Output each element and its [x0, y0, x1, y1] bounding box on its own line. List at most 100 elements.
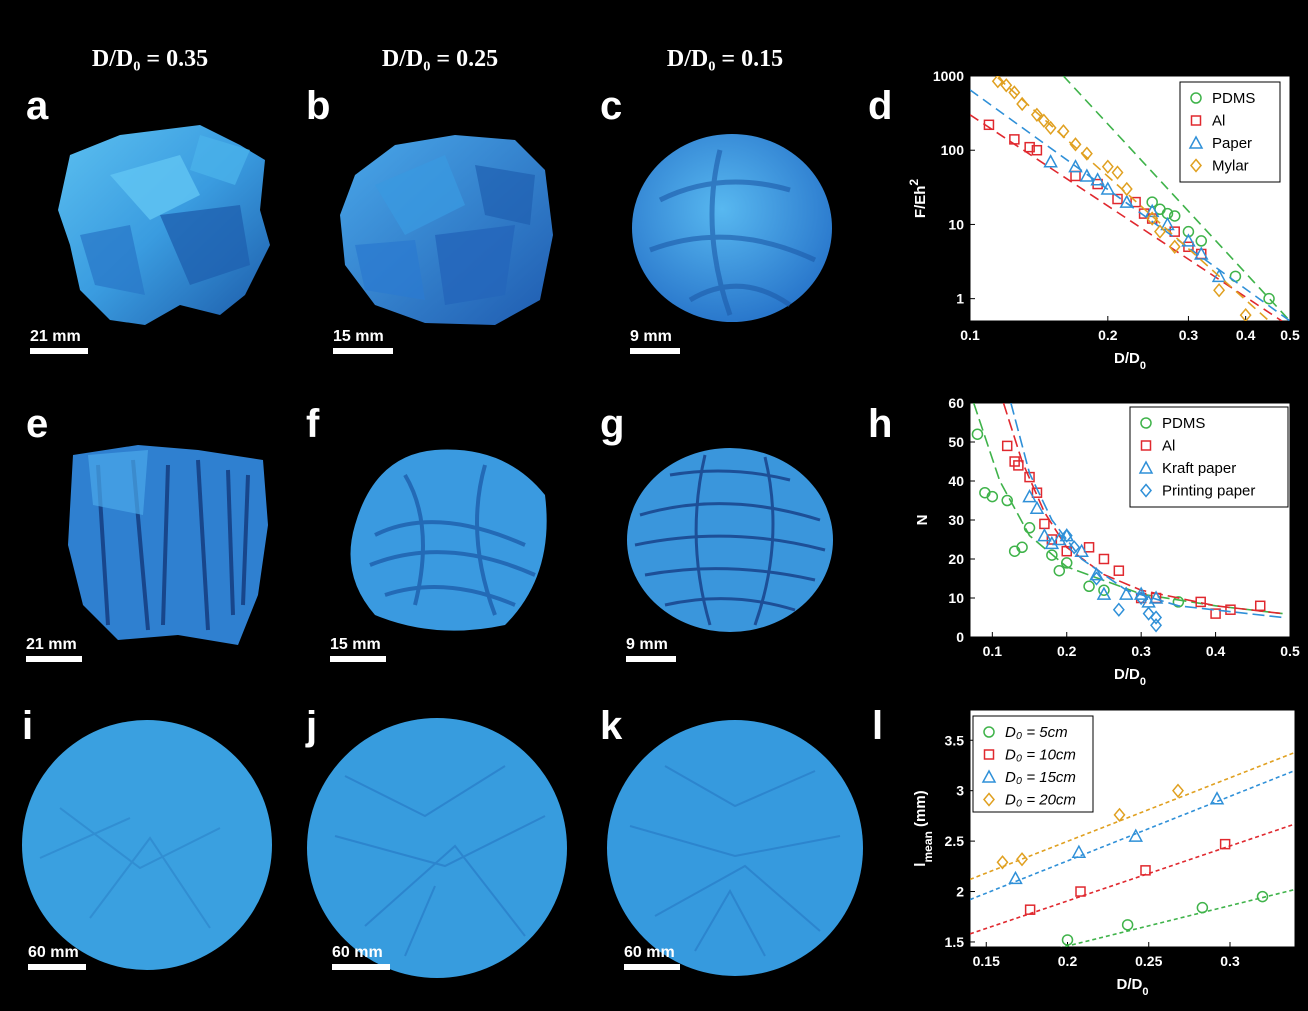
scale-bar-label: 9 mm: [630, 328, 672, 345]
data-point: [1037, 113, 1050, 128]
panel-letter-l: l: [872, 704, 884, 748]
scale-bar-f: 15 mm: [330, 636, 386, 662]
data-point: [1120, 181, 1133, 197]
data-point: [1154, 224, 1166, 239]
y-tick-label: 20: [948, 551, 964, 567]
legend-label: Printing paper: [1162, 483, 1255, 500]
x-tick-label: 0.1: [960, 327, 980, 343]
data-point: [1089, 567, 1104, 581]
x-axis-label: D/D0: [1114, 666, 1146, 688]
data-point: [1119, 586, 1134, 600]
panel-letter-f: f: [306, 402, 320, 446]
data-point: [1016, 541, 1028, 554]
y-tick-label: 60: [948, 395, 964, 411]
data-point: [1133, 586, 1149, 600]
y-axis-label: F/Eh2: [907, 179, 929, 219]
scale-bar-k: 60 mm: [624, 944, 680, 970]
scale-bar-label: 15 mm: [330, 636, 381, 653]
y-tick-label: 1000: [933, 68, 964, 84]
legend-marker: [1140, 417, 1152, 429]
legend-label: Mylar: [1212, 158, 1249, 175]
specimen-j-flattened-sheet: [307, 718, 567, 978]
legend-label: Al: [1162, 438, 1175, 455]
scale-bar-e: 21 mm: [26, 636, 82, 662]
data-point: [1101, 159, 1114, 174]
fit-line: [997, 77, 1270, 321]
column-header-025: D/D₀ = 0.25: [381, 46, 499, 72]
y-tick-label: 0: [956, 629, 964, 645]
y-tick-label: 3: [956, 783, 964, 799]
legend-label: D₀ = 20cm: [1005, 792, 1076, 809]
column-header-035: D/D₀ = 0.35: [91, 46, 209, 72]
data-point: [1029, 500, 1045, 515]
fit-line: [970, 769, 1295, 901]
data-point: [1130, 196, 1141, 208]
data-point: [1213, 283, 1226, 298]
data-point: [1043, 154, 1058, 168]
data-point: [1113, 807, 1126, 823]
specimen-i-flattened-sheet: [22, 720, 272, 970]
y-tick-label: 1.5: [945, 934, 965, 950]
scale-bar-c: 9 mm: [630, 328, 680, 354]
y-tick-label: 100: [941, 142, 965, 158]
legend-marker: [1138, 460, 1154, 474]
x-tick-label: 0.15: [973, 953, 1000, 969]
data-point: [1111, 165, 1124, 180]
y-tick-label: 50: [948, 434, 964, 450]
data-point: [1172, 783, 1184, 798]
data-point: [1061, 934, 1074, 946]
panel-letter-i: i: [22, 704, 34, 748]
data-point: [1181, 233, 1196, 247]
plot-content: [970, 751, 1295, 947]
scale-bar-label: 15 mm: [333, 328, 384, 345]
data-point: [1053, 564, 1066, 577]
data-point: [1128, 828, 1144, 842]
data-point: [1146, 196, 1158, 208]
data-point: [1044, 120, 1057, 136]
data-point: [1071, 844, 1087, 858]
data-point: [1121, 919, 1134, 931]
x-tick-label: 0.1: [983, 643, 1003, 659]
chart-d-force-vs-compression: 0.1 0.2 0.3 0.4 0.5 1 10 100 1000 D/D0 F/Eh2 PDMS Al…: [907, 68, 1300, 372]
data-point: [1098, 584, 1110, 596]
scale-bar-a: 21 mm: [30, 328, 88, 354]
data-point: [1210, 608, 1221, 619]
chart-l-mean-length-vs-compression: 0.15 0.2 0.25 0.3 1.5 2 2.5 3 3.5 D/D0 lmean (mm) D…: [912, 709, 1296, 998]
data-point: [991, 76, 1004, 89]
panel-letter-c: c: [600, 84, 623, 128]
data-point: [1183, 241, 1194, 253]
y-axis-label: N: [914, 515, 931, 526]
data-point: [971, 428, 984, 440]
data-point: [1031, 144, 1043, 156]
y-tick-label: 40: [948, 473, 964, 489]
data-point: [1150, 610, 1163, 625]
data-point: [1194, 246, 1209, 260]
specimen-e-cross-section: [68, 445, 268, 645]
legend-marker: [1190, 115, 1202, 126]
data-point: [1263, 292, 1275, 305]
x-tick-label: 0.5: [1280, 643, 1300, 659]
data-point: [1001, 440, 1013, 452]
scale-bar-label: 60 mm: [332, 944, 383, 961]
specimen-a-crumpled-sheet: [58, 125, 270, 325]
data-point: [1013, 460, 1024, 471]
data-point: [986, 490, 999, 503]
fit-line: [970, 823, 1295, 935]
y-tick-label: 1: [956, 291, 964, 307]
legend-marker: [983, 792, 995, 807]
data-point: [1001, 494, 1013, 507]
data-point: [1037, 528, 1052, 542]
y-tick-label: 30: [948, 512, 964, 528]
scale-bar-label: 21 mm: [30, 328, 81, 345]
data-point: [1195, 596, 1206, 608]
data-point: [1068, 159, 1083, 173]
data-point: [1057, 124, 1070, 139]
data-point: [1112, 193, 1123, 205]
data-point: [1195, 235, 1208, 247]
legend-marker: [1140, 440, 1152, 451]
data-point: [1239, 307, 1252, 321]
data-point: [1146, 211, 1159, 226]
legend-marker: [983, 749, 995, 760]
data-point: [1211, 268, 1227, 283]
